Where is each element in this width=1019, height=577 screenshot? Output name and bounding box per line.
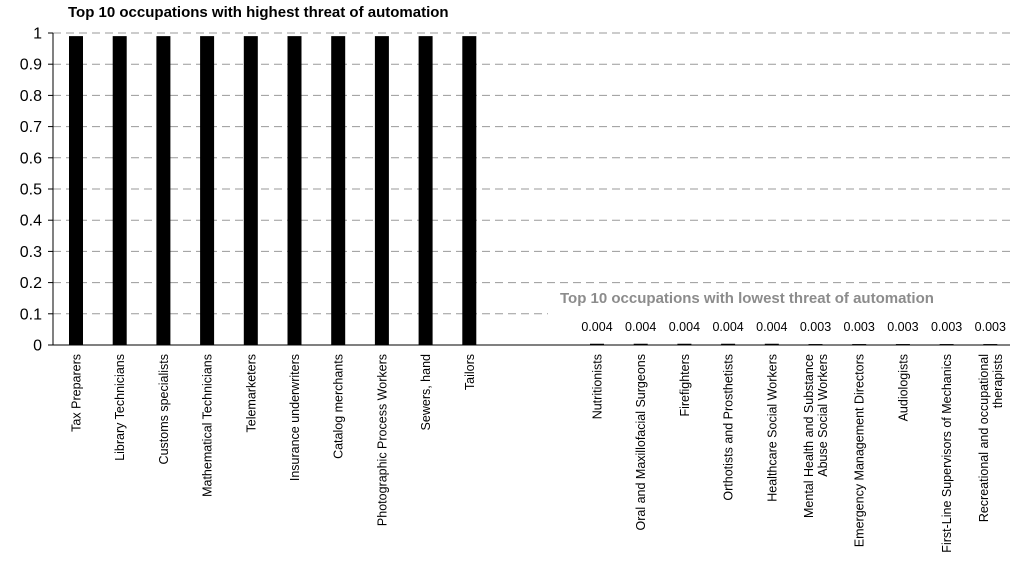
data-label: 0.003 — [800, 320, 831, 334]
bar — [156, 36, 171, 346]
bar — [677, 343, 692, 345]
data-label: 0.004 — [669, 320, 700, 334]
data-label: 0.003 — [844, 320, 875, 334]
y-tick-label: 1 — [33, 26, 42, 43]
bar — [287, 36, 302, 346]
category-label: Tailors — [463, 354, 477, 390]
y-tick-label: 0.4 — [20, 213, 42, 230]
category-label: Recreational and occupational — [977, 354, 991, 522]
category-label: Telemarketers — [244, 354, 258, 433]
category-label: Nutritionists — [591, 354, 605, 419]
bar — [808, 344, 823, 346]
category-label: Insurance underwriters — [288, 354, 302, 481]
data-label: 0.004 — [625, 320, 656, 334]
category-label: Tax Preparers — [70, 354, 84, 432]
category-label: Healthcare Social Workers — [765, 354, 779, 502]
chart-title-low: Top 10 occupations with lowest threat of… — [560, 290, 934, 307]
bar — [69, 36, 83, 346]
bar — [852, 344, 867, 346]
bar — [331, 36, 346, 346]
bar — [112, 36, 127, 346]
data-label: 0.004 — [581, 320, 612, 334]
category-label: Mathematical Technicians — [201, 354, 215, 497]
category-label: Mental Health and Substance — [802, 354, 816, 518]
y-tick-label: 0 — [33, 338, 42, 355]
category-label: Photographic Process Workers — [375, 354, 389, 526]
y-tick-label: 0.6 — [20, 150, 42, 167]
category-label: therapists — [991, 354, 1005, 408]
y-tick-label: 0.5 — [20, 182, 42, 199]
bar — [200, 36, 215, 346]
category-label: Emergency Management Directors — [853, 354, 867, 547]
category-label: Customs specialists — [157, 354, 171, 464]
bar — [462, 36, 477, 346]
category-label: Sewers, hand — [419, 354, 433, 430]
y-tick-label: 0.7 — [20, 119, 42, 136]
y-tick-label: 0.1 — [20, 306, 42, 323]
category-label: Abuse Social Workers — [816, 354, 830, 477]
data-label: 0.004 — [756, 320, 787, 334]
bar — [895, 344, 910, 346]
chart-title-high: Top 10 occupations with highest threat o… — [68, 4, 449, 21]
bar — [764, 343, 779, 345]
y-tick-label: 0.3 — [20, 244, 42, 261]
data-label: 0.003 — [887, 320, 918, 334]
y-tick-label: 0.9 — [20, 57, 42, 74]
bar — [633, 343, 648, 345]
bar — [721, 343, 736, 345]
bar — [939, 344, 954, 346]
category-label: Firefighters — [678, 354, 692, 417]
category-label: Orthotists and Prosthetists — [722, 354, 736, 501]
category-label: Audiologists — [896, 354, 910, 421]
bar — [590, 343, 604, 345]
y-tick-label: 0.2 — [20, 275, 42, 292]
bar — [418, 36, 433, 346]
category-label: Oral and Maxillofacial Surgeons — [634, 354, 648, 530]
data-label: 0.003 — [931, 320, 962, 334]
y-tick-label: 0.8 — [20, 88, 42, 105]
bar — [243, 36, 258, 346]
bar — [374, 36, 389, 346]
data-label: 0.004 — [712, 320, 743, 334]
data-label: 0.003 — [975, 320, 1006, 334]
category-label: Library Technicians — [113, 354, 127, 461]
category-label: Catalog merchants — [332, 354, 346, 459]
bar — [983, 344, 998, 346]
category-label: First-Line Supervisors of Mechanics — [940, 354, 954, 553]
